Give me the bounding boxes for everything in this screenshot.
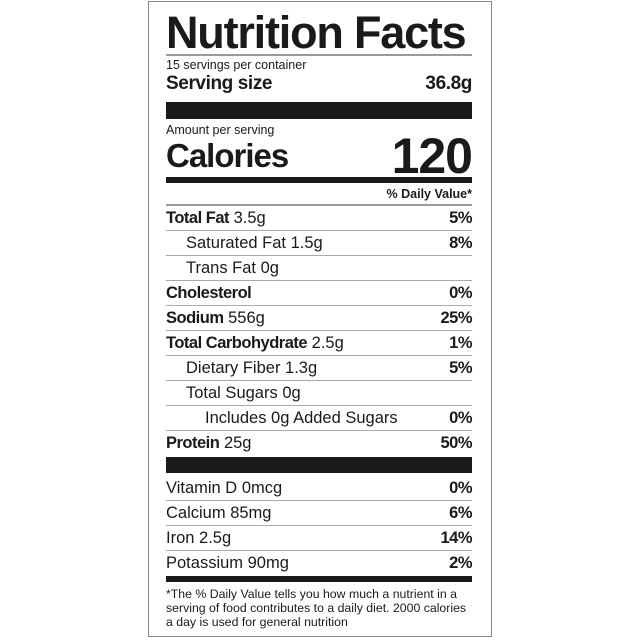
daily-value-percent: 0% <box>449 408 472 427</box>
divider <box>166 255 472 256</box>
nutrient-name: Dietary Fiber <box>186 358 281 377</box>
nutrient-amount: 1.5g <box>290 233 323 252</box>
daily-value-percent: 5% <box>449 208 472 227</box>
vitamin-list: Vitamin D 0mcg 0% Calcium 85mg 6% Iron 2.5g 1… <box>166 476 472 575</box>
medium-divider <box>166 576 472 582</box>
divider <box>166 305 472 306</box>
nutrient-amount: 3.5g <box>233 208 266 227</box>
nutrient-amount: 556g <box>228 308 265 327</box>
nutrient-row: Total Fat 3.5g 5% <box>166 206 472 230</box>
nutrient-name: Saturated Fat <box>186 233 286 252</box>
nutrient-row: Includes 0g Added Sugars 0% <box>166 406 472 430</box>
nutrient-amount: 0g <box>260 258 279 277</box>
nutrient-row: Dietary Fiber 1.3g 5% <box>166 356 472 380</box>
calories-label: Calories <box>166 137 289 174</box>
calories-row: Calories 120 <box>166 128 473 184</box>
nutrient-amount: 85mg <box>230 503 272 522</box>
nutrient-name: Total Sugars <box>186 383 278 402</box>
daily-value-percent: 5% <box>449 358 472 377</box>
nutrient-name: Total Carbohydrate <box>166 333 308 352</box>
nutrient-amount: 90mg <box>247 553 289 572</box>
daily-value-percent: 25% <box>440 308 472 327</box>
nutrient-name: Trans Fat <box>186 258 256 277</box>
nutrition-facts-label: Nutrition Facts 15 servings per containe… <box>148 1 492 637</box>
thick-divider <box>166 457 472 473</box>
daily-value-percent: 0% <box>449 283 472 302</box>
nutrient-amount: 2.5g <box>311 333 344 352</box>
daily-value-percent: 8% <box>449 233 472 252</box>
daily-value-header: % Daily Value* <box>386 186 472 201</box>
nutrient-name: Vitamin D <box>166 478 238 497</box>
divider <box>166 500 472 501</box>
nutrient-list: Total Fat 3.5g 5% Saturated Fat 1.5g 8% Tran… <box>166 206 472 455</box>
divider <box>166 204 472 206</box>
nutrient-name: Iron <box>166 528 195 547</box>
nutrient-row: Trans Fat 0g <box>166 256 472 280</box>
nutrient-row: Cholesterol 0% <box>166 281 472 305</box>
nutrient-amount: 0g <box>282 383 301 402</box>
divider <box>166 525 472 526</box>
nutrient-row: Vitamin D 0mcg 0% <box>166 476 472 500</box>
nutrient-amount: 1.3g <box>285 358 318 377</box>
divider <box>166 280 472 281</box>
nutrient-name: Protein <box>166 433 220 452</box>
nutrient-amount: 25g <box>223 433 252 452</box>
serving-size-row: Serving size 36.8g <box>166 72 472 96</box>
daily-value-percent: 6% <box>449 503 472 522</box>
nutrient-amount: 0mcg <box>241 478 283 497</box>
nutrient-row: Potassium 90mg 2% <box>166 551 472 575</box>
nutrient-row: Calcium 85mg 6% <box>166 501 472 525</box>
calories-value: 120 <box>391 128 473 184</box>
nutrient-name: Potassium <box>166 553 244 572</box>
nutrient-row: Sodium 556g 25% <box>166 306 472 330</box>
nutrient-row: Saturated Fat 1.5g 8% <box>166 231 472 255</box>
daily-value-percent: 2% <box>449 553 472 572</box>
divider <box>166 430 472 431</box>
nutrient-name: Includes 0g Added Sugars <box>205 408 398 427</box>
daily-value-percent: 0% <box>449 478 472 497</box>
daily-value-percent: 14% <box>440 528 472 547</box>
nutrient-row: Protein 25g 50% <box>166 431 472 455</box>
divider <box>166 230 472 231</box>
nutrient-name: Calcium <box>166 503 226 522</box>
divider <box>166 380 472 381</box>
serving-size-label: Serving size <box>166 73 273 94</box>
divider <box>166 405 472 406</box>
divider <box>166 54 472 56</box>
label-title: Nutrition Facts <box>166 7 467 58</box>
serving-size-value: 36.8g <box>425 73 472 94</box>
daily-value-percent: 50% <box>440 433 472 452</box>
medium-divider <box>166 177 472 183</box>
nutrient-name: Total Fat <box>166 208 230 227</box>
nutrient-row: Total Sugars 0g <box>166 381 472 405</box>
divider <box>166 550 472 551</box>
nutrient-name: Cholesterol <box>166 283 252 302</box>
divider <box>166 355 472 356</box>
nutrient-row: Total Carbohydrate 2.5g 1% <box>166 331 472 355</box>
divider <box>166 330 472 331</box>
thick-divider <box>166 102 472 119</box>
amount-per-serving: Amount per serving <box>166 123 275 137</box>
servings-per-container: 15 servings per container <box>166 58 307 72</box>
nutrient-name: Sodium <box>166 308 224 327</box>
nutrient-amount: 2.5g <box>199 528 232 547</box>
footnote: *The % Daily Value tells you how much a … <box>166 587 467 629</box>
nutrient-row: Iron 2.5g 14% <box>166 526 472 550</box>
daily-value-percent: 1% <box>449 333 472 352</box>
